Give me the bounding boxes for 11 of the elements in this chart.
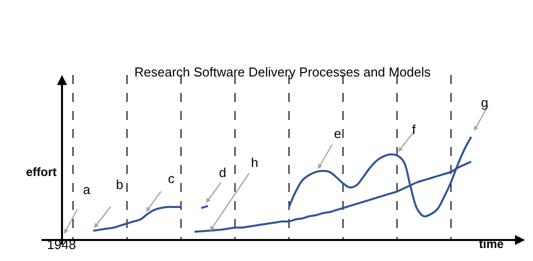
annotation: a (83, 182, 91, 197)
annotation: b (116, 177, 124, 192)
y-axis-title: effort (26, 165, 57, 179)
text: g (481, 95, 488, 110)
annotation: f (412, 122, 416, 137)
annotation: c (168, 171, 175, 186)
annotation: d (219, 165, 226, 180)
chart-title: Research Software Delivery Processes and Models (134, 64, 432, 80)
annotation: e (334, 126, 342, 141)
x-axis-title: time (479, 237, 504, 251)
annotation: h (251, 155, 258, 170)
